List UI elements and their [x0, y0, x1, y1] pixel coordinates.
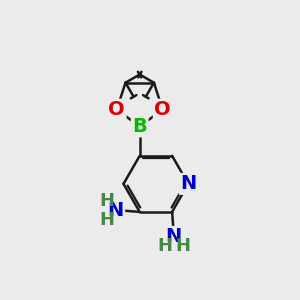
- Text: H: H: [100, 211, 115, 229]
- Text: N: N: [107, 201, 124, 220]
- Text: N: N: [180, 174, 196, 194]
- Text: O: O: [154, 100, 171, 119]
- Text: N: N: [165, 227, 182, 246]
- Text: H: H: [175, 237, 190, 255]
- Text: H: H: [157, 237, 172, 255]
- Text: H: H: [100, 192, 115, 210]
- Text: B: B: [132, 117, 147, 136]
- Text: O: O: [108, 100, 125, 119]
